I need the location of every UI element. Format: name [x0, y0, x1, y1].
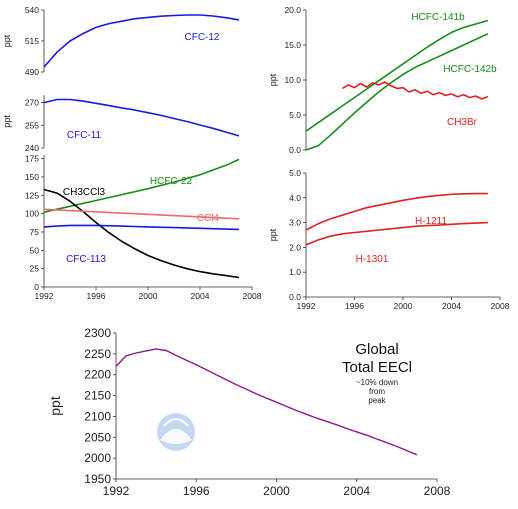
panel-halons: 1992 1996 2000 2004 2008 0.0 1.0 2.0 3.0 4.0 5.0 pp…	[268, 168, 510, 311]
panel-hcfc141b: 0.0 5.0 10.0 15.0 20.0 ppt HCFC-141b HCFC-142b C…	[268, 5, 497, 155]
series-line-h-1301	[305, 221, 488, 246]
y-tick-label: 255	[25, 120, 39, 130]
series-line-hcfc-22	[43, 158, 240, 213]
x-tick-label: 1992	[35, 291, 54, 301]
y-tick-label: 10.0	[284, 75, 301, 85]
series-label-cfc-11: CFC-11	[67, 130, 102, 141]
panel-cfc11: 240 255 270 ppt CFC-11	[2, 95, 240, 153]
y-tick-label: 100	[25, 209, 39, 219]
noaa-logo	[157, 413, 195, 451]
y-tick-label: 540	[25, 5, 39, 15]
y-tick-label: 2200	[84, 368, 111, 382]
x-tick-label: 2008	[424, 484, 451, 498]
y-tick-label: 125	[25, 190, 39, 200]
y-tick-label: 270	[25, 98, 39, 108]
y-tick-label: 2300	[84, 326, 111, 340]
x-tick-label: 2008	[243, 291, 262, 301]
y-tick-label: 5.0	[289, 110, 301, 120]
y-tick-label: 20.0	[284, 5, 301, 15]
x-tick-label: 2000	[139, 291, 158, 301]
series-line-hcfc-141b	[305, 19, 489, 132]
y-tick-label: 0	[34, 282, 39, 292]
y-tick-label: 2150	[84, 389, 111, 403]
series-label-hcfc-141b: HCFC-141b	[411, 12, 465, 23]
series-label-cfc-113: CFC-113	[66, 254, 106, 265]
x-tick-label: 1992	[297, 301, 316, 311]
series-label-ch3ccl3: CH3CCl3	[63, 187, 106, 198]
series-label-h-1211: H-1211	[415, 216, 447, 227]
y-axis-label: ppt	[268, 73, 278, 86]
series-line-eecl	[115, 348, 418, 456]
y-tick-label: 2000	[84, 451, 111, 465]
series-line-h-1211	[305, 192, 488, 231]
x-tick-label: 1992	[103, 484, 130, 498]
chart-title: Global	[355, 341, 398, 358]
annotation-line: from	[369, 387, 385, 396]
series-label-ch3br: CH3Br	[447, 117, 478, 128]
y-tick-label: 240	[25, 143, 39, 153]
annotation-line: peak	[368, 396, 386, 405]
series-label-ccl4: CCl4	[197, 213, 220, 224]
series-label-cfc-12: CFC-12	[184, 32, 219, 43]
series-label-hcfc-142b: HCFC-142b	[443, 64, 497, 75]
y-axis-label: ppt	[2, 34, 12, 47]
y-tick-label: 150	[25, 172, 39, 182]
y-tick-label: 175	[25, 154, 39, 164]
series-label-h-1301: H-1301	[356, 254, 389, 265]
y-axis-label: ppt	[268, 228, 278, 241]
y-tick-label: 0.0	[289, 292, 301, 302]
series-line-ccl4	[43, 208, 240, 220]
x-tick-label: 1996	[87, 291, 106, 301]
x-tick-label: 2004	[442, 301, 461, 311]
y-tick-label: 50	[30, 245, 40, 255]
series-line-hcfc-142b	[305, 33, 489, 151]
series-line-cfc-113	[43, 224, 240, 231]
panel-eecl: 1992 1996 2000 2004 2008 1950 2000 2050 2100 2150…	[47, 326, 451, 498]
y-tick-label: 2100	[84, 409, 111, 423]
annotation-line: ~10% down	[356, 378, 398, 387]
series-label-hcfc-22: HCFC-22	[150, 176, 193, 187]
y-axis-label: ppt	[2, 115, 12, 128]
chart-subtitle: Total EECl	[342, 359, 412, 376]
y-tick-label: 2.0	[289, 242, 301, 252]
x-tick-label: 2000	[263, 484, 290, 498]
y-tick-label: 1.0	[289, 267, 301, 277]
y-tick-label: 2250	[84, 347, 111, 361]
series-line-ch3ccl3	[43, 188, 240, 279]
y-tick-label: 515	[25, 36, 39, 46]
x-tick-label: 2004	[191, 291, 210, 301]
y-tick-label: 75	[30, 227, 40, 237]
series-line-cfc-11	[43, 98, 240, 137]
y-tick-label: 2050	[84, 430, 111, 444]
panel-chlorinated: 1992 1996 2000 2004 2008 0 25 50 75 100 125 150 175 H…	[25, 154, 262, 301]
y-tick-label: 490	[25, 67, 39, 77]
y-axis-label: ppt	[47, 396, 63, 416]
x-tick-label: 2008	[491, 301, 510, 311]
x-tick-label: 1996	[183, 484, 210, 498]
y-tick-label: 3.0	[289, 218, 301, 228]
y-tick-label: 5.0	[289, 168, 301, 178]
x-tick-label: 1996	[345, 301, 364, 311]
y-tick-label: 25	[30, 264, 40, 274]
y-tick-label: 15.0	[284, 40, 301, 50]
series-line-cfc-12	[43, 14, 240, 68]
y-tick-label: 0.0	[289, 145, 301, 155]
series-line-ch3br	[341, 81, 489, 100]
x-tick-label: 2000	[394, 301, 413, 311]
y-tick-label: 1950	[84, 472, 111, 486]
panel-cfc12: 490 515 540 ppt CFC-12	[2, 5, 240, 77]
y-tick-label: 4.0	[289, 193, 301, 203]
x-tick-label: 2004	[343, 484, 370, 498]
